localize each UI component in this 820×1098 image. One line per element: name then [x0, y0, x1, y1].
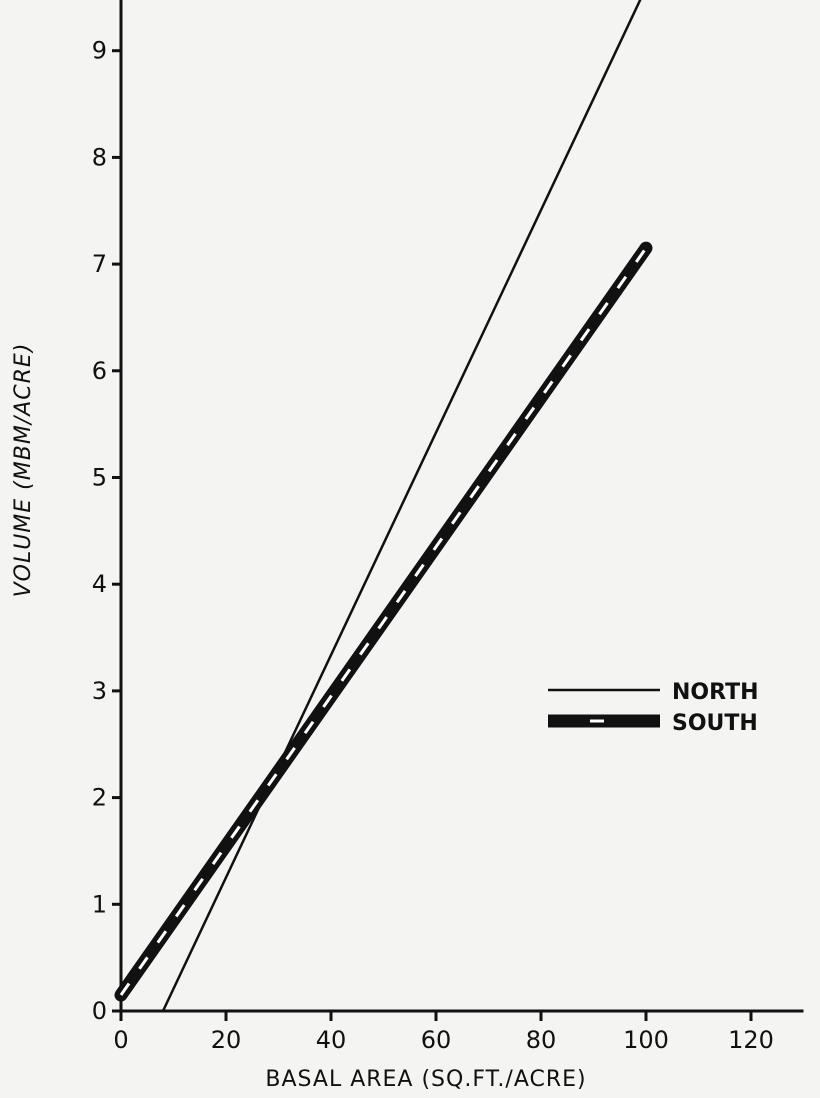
y-tick-label: 5: [92, 464, 107, 492]
x-tick-label: 20: [211, 1026, 242, 1054]
y-tick-label: 2: [92, 784, 107, 812]
x-tick-label: 120: [728, 1026, 774, 1054]
x-tick-label: 100: [623, 1026, 669, 1054]
y-tick-label: 3: [92, 677, 107, 705]
y-tick-label: 8: [92, 143, 107, 171]
x-ticks: 0 20 40 60 80 100 120: [113, 1011, 774, 1054]
y-tick-label: 7: [92, 250, 107, 278]
series-line-north: [161, 0, 642, 1012]
y-tick-label: 4: [92, 570, 107, 598]
series-layer: [114, 0, 653, 1012]
legend: NORTH SOUTH: [548, 680, 759, 736]
x-tick-label: 40: [316, 1026, 347, 1054]
legend-south-label: SOUTH: [672, 711, 758, 736]
x-tick-label: 60: [421, 1026, 452, 1054]
y-tick-label: 6: [92, 357, 107, 385]
y-tick-label: 0: [92, 997, 107, 1025]
x-tick-label: 0: [113, 1026, 128, 1054]
x-tick-label: 80: [526, 1026, 557, 1054]
y-tick-label: 1: [92, 890, 107, 918]
series-line-south-dash: [119, 247, 648, 996]
x-axis-title: BASAL AREA (SQ.FT./ACRE): [265, 1067, 586, 1092]
y-axis-title: VOLUME (MBM/ACRE): [11, 343, 36, 598]
y-tick-label: 9: [92, 37, 107, 65]
legend-north-label: NORTH: [672, 680, 759, 705]
y-ticks: 0 1 2 3 4 5 6 7 8 9: [92, 37, 121, 1025]
